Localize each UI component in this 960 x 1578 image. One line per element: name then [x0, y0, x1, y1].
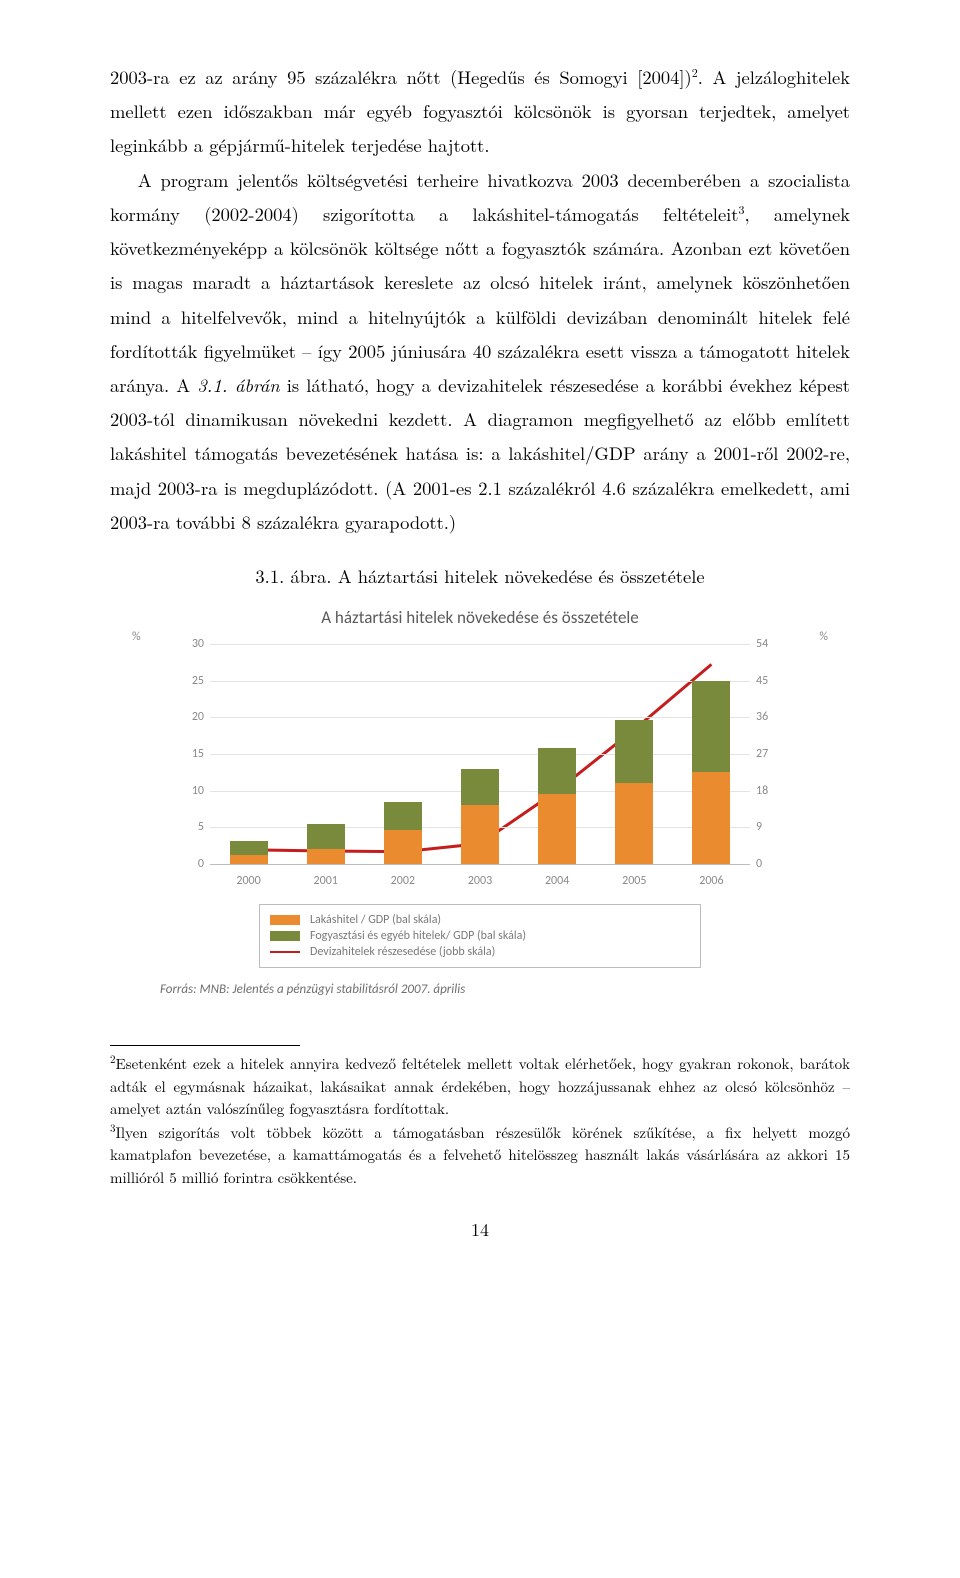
- figure-caption: 3.1. ábra. A háztartási hitelek növekedé…: [110, 563, 850, 589]
- legend-swatch-line: [270, 951, 300, 953]
- footnote-separator: [110, 1045, 300, 1046]
- footnote-3-text: Ilyen szigorítás volt többek között a tá…: [110, 1122, 850, 1188]
- y-right-tick-label: 27: [756, 747, 780, 761]
- para1-text-a: 2003-ra ez az arány 95 százalékra nőtt (…: [110, 64, 692, 90]
- chart-source: Forrás: MNB: Jelentés a pénzügyi stabili…: [160, 982, 800, 997]
- y-left-tick-label: 0: [180, 857, 204, 871]
- y-right-tick-label: 45: [756, 674, 780, 688]
- legend-label-line: Devizahitelek részesedése (jobb skála): [310, 945, 495, 959]
- chart-legend: Lakáshitel / GDP (bal skála) Fogyasztási…: [259, 904, 701, 968]
- chart-area: % % 005910181527203625453054 20002001200…: [160, 634, 800, 894]
- y-left-tick-label: 10: [180, 784, 204, 798]
- bar-segment-series-b: [230, 841, 268, 856]
- x-tick-label: 2004: [527, 874, 587, 888]
- chart-container: A háztartási hitelek növekedése és össze…: [160, 607, 800, 997]
- footnote-3: 3Ilyen szigorítás volt többek között a t…: [110, 1121, 850, 1190]
- bar-segment-series-a: [461, 805, 499, 864]
- y-right-tick-label: 36: [756, 710, 780, 724]
- legend-swatch-series-a: [270, 915, 300, 925]
- bar-segment-series-b: [307, 824, 345, 849]
- y-right-tick-label: 54: [756, 637, 780, 651]
- para2-text-b: , amelynek következményeképp a kölcsönök…: [110, 201, 850, 398]
- y-left-tick-label: 20: [180, 710, 204, 724]
- legend-item-line: Devizahitelek részesedése (jobb skála): [270, 945, 690, 959]
- x-tick-label: 2006: [681, 874, 741, 888]
- bar-segment-series-a: [230, 855, 268, 864]
- bar-segment-series-b: [461, 769, 499, 806]
- paragraph-2: A program jelentős költségvetési terheir…: [110, 163, 850, 539]
- page: 2003-ra ez az arány 95 százalékra nőtt (…: [0, 0, 960, 1282]
- bar-segment-series-b: [538, 748, 576, 794]
- y-left-tick-label: 30: [180, 637, 204, 651]
- y-right-tick-label: 18: [756, 784, 780, 798]
- x-tick-label: 2003: [450, 874, 510, 888]
- legend-swatch-series-b: [270, 931, 300, 941]
- y-left-tick-label: 5: [180, 820, 204, 834]
- bar-segment-series-b: [615, 720, 653, 784]
- footnote-2: 2Esetenként ezek a hitelek annyira kedve…: [110, 1052, 850, 1121]
- legend-item-series-b: Fogyasztási és egyéb hitelek/ GDP (bal s…: [270, 929, 690, 943]
- y-unit-left: %: [132, 630, 141, 644]
- chart-title: A háztartási hitelek növekedése és össze…: [160, 607, 800, 628]
- bar-segment-series-a: [307, 849, 345, 864]
- y-left-tick-label: 15: [180, 747, 204, 761]
- bar-segment-series-a: [384, 830, 422, 864]
- bar-segment-series-a: [538, 794, 576, 864]
- x-tick-label: 2001: [296, 874, 356, 888]
- bar-segment-series-b: [384, 802, 422, 830]
- page-number: 14: [110, 1217, 850, 1242]
- bar-segment-series-a: [615, 783, 653, 864]
- bar-segment-series-a: [692, 772, 730, 864]
- legend-item-series-a: Lakáshitel / GDP (bal skála): [270, 913, 690, 927]
- para2-italic: 3.1. ábrán: [197, 372, 279, 398]
- y-unit-right: %: [819, 630, 828, 644]
- x-tick-label: 2005: [604, 874, 664, 888]
- y-right-tick-label: 0: [756, 857, 780, 871]
- legend-label-series-b: Fogyasztási és egyéb hitelek/ GDP (bal s…: [310, 929, 526, 943]
- paragraph-1: 2003-ra ez az arány 95 százalékra nőtt (…: [110, 60, 850, 163]
- y-left-tick-label: 25: [180, 674, 204, 688]
- x-tick-label: 2000: [219, 874, 279, 888]
- legend-label-series-a: Lakáshitel / GDP (bal skála): [310, 913, 441, 927]
- footnote-2-text: Esetenként ezek a hitelek annyira kedvez…: [110, 1053, 850, 1119]
- x-tick-label: 2002: [373, 874, 433, 888]
- bar-segment-series-b: [692, 681, 730, 773]
- y-right-tick-label: 9: [756, 820, 780, 834]
- chart-plot: 005910181527203625453054: [210, 644, 750, 865]
